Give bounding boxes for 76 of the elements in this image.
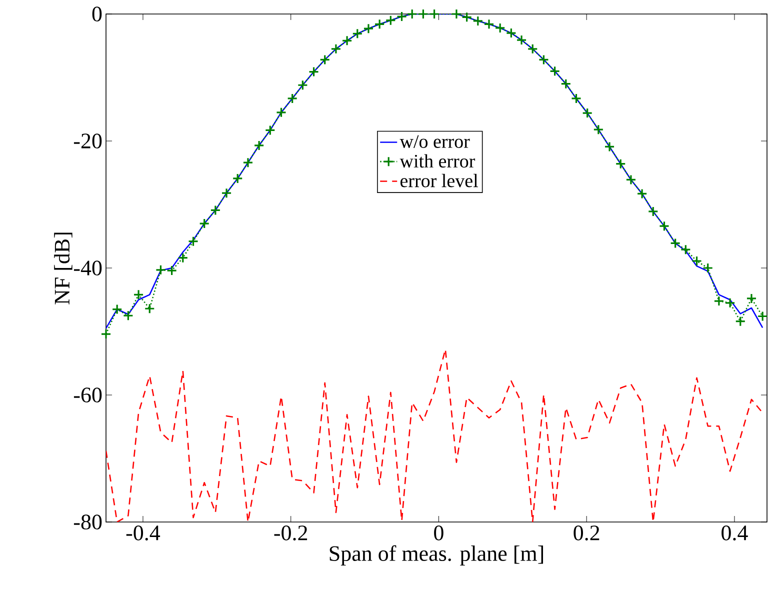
point bbox=[385, 15, 396, 26]
point bbox=[702, 262, 714, 274]
point bbox=[506, 28, 516, 38]
point bbox=[746, 293, 757, 304]
point bbox=[680, 244, 691, 255]
legend-label: with error bbox=[400, 154, 476, 168]
legend-label: w/o error bbox=[400, 135, 470, 148]
point bbox=[363, 23, 374, 34]
point bbox=[122, 310, 134, 321]
point bbox=[604, 141, 615, 152]
point bbox=[757, 310, 768, 322]
point bbox=[155, 264, 166, 276]
point bbox=[297, 80, 308, 90]
point bbox=[538, 54, 550, 66]
point bbox=[516, 34, 527, 46]
point bbox=[166, 265, 178, 276]
point bbox=[352, 28, 363, 39]
point bbox=[276, 107, 287, 118]
point bbox=[724, 298, 736, 308]
point bbox=[670, 238, 681, 249]
point bbox=[221, 188, 232, 198]
point bbox=[112, 304, 122, 315]
x-tick-label: 0.4 bbox=[722, 526, 748, 540]
point bbox=[144, 303, 155, 314]
point bbox=[254, 140, 264, 151]
y-tick-label: -80 bbox=[74, 514, 102, 530]
point bbox=[626, 174, 636, 186]
point bbox=[374, 18, 385, 30]
point bbox=[342, 35, 352, 46]
y-tick-label: -40 bbox=[74, 260, 102, 276]
point bbox=[648, 206, 658, 217]
point bbox=[199, 218, 210, 229]
point bbox=[494, 22, 506, 34]
y-tick-label: 0 bbox=[92, 6, 102, 22]
point bbox=[636, 188, 648, 200]
point bbox=[396, 11, 408, 22]
point bbox=[287, 93, 298, 104]
point bbox=[462, 12, 472, 22]
point bbox=[406, 8, 418, 20]
point bbox=[570, 93, 582, 104]
point bbox=[210, 204, 221, 216]
point bbox=[308, 66, 320, 78]
point bbox=[484, 18, 494, 30]
point bbox=[100, 328, 112, 340]
point bbox=[735, 316, 746, 327]
point bbox=[188, 236, 199, 247]
point bbox=[714, 296, 724, 306]
point bbox=[593, 124, 604, 135]
x-axis-title: Span of meas. plane [m] bbox=[330, 545, 544, 566]
point bbox=[242, 157, 254, 168]
point bbox=[320, 54, 330, 66]
point bbox=[472, 16, 484, 26]
point bbox=[330, 44, 342, 54]
y-axis-title: NF [dB] bbox=[54, 232, 72, 304]
x-tick-label: 0.2 bbox=[574, 526, 600, 540]
line-series bbox=[106, 348, 764, 522]
x-tick-label: -0.2 bbox=[274, 526, 308, 540]
point bbox=[428, 8, 440, 20]
legend-label: error level bbox=[400, 174, 478, 188]
x-tick-label: 0 bbox=[434, 526, 444, 540]
point bbox=[658, 220, 670, 232]
point bbox=[615, 158, 626, 170]
point bbox=[527, 44, 538, 54]
point bbox=[550, 66, 560, 76]
x-tick-label: -0.4 bbox=[126, 526, 160, 540]
point bbox=[232, 173, 243, 184]
point bbox=[264, 124, 276, 136]
point bbox=[178, 252, 188, 264]
y-tick-label: -60 bbox=[74, 388, 102, 402]
point bbox=[418, 8, 428, 20]
point bbox=[133, 289, 144, 300]
y-tick-label: -20 bbox=[74, 134, 102, 148]
point bbox=[560, 78, 572, 90]
point bbox=[691, 256, 702, 266]
point bbox=[582, 108, 593, 118]
point bbox=[451, 8, 462, 20]
